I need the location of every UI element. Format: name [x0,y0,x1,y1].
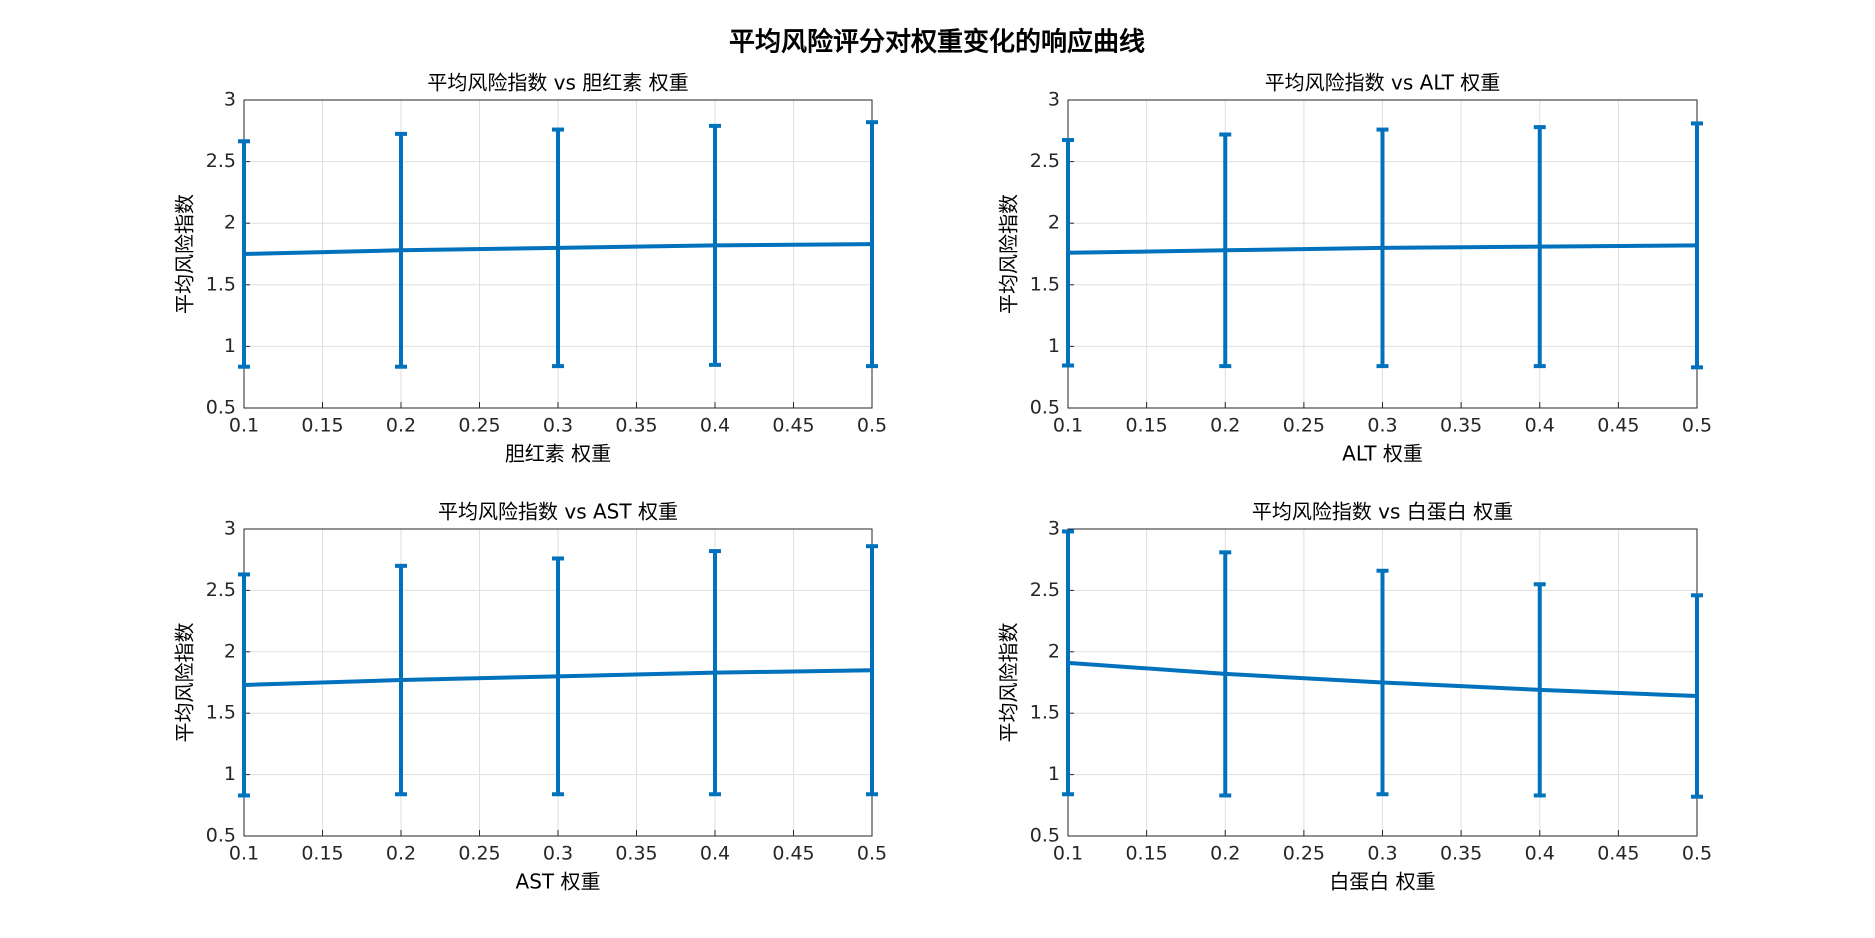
x-tick-label: 0.3 [543,415,573,437]
x-tick-label: 0.2 [386,843,416,865]
y-tick-label: 3 [1048,518,1060,540]
data-line [243,242,873,256]
x-tick-label: 0.35 [1440,843,1482,865]
y-tick-label: 2 [224,212,236,234]
y-tick-label: 3 [224,518,236,540]
x-axis-label: ALT 权重 [1342,442,1423,466]
x-tick-label: 0.1 [229,843,259,865]
x-tick-label: 0.45 [772,843,814,865]
subplot-title: 平均风险指数 vs 白蛋白 权重 [1252,500,1513,524]
figure-title: 平均风险评分对权重变化的响应曲线 [729,27,1145,58]
y-tick-label: 2.5 [1030,150,1060,172]
x-tick-label: 0.15 [1125,415,1167,437]
x-tick-label: 0.15 [301,415,343,437]
y-tick-label: 1 [1048,335,1060,357]
x-axis-label: AST 权重 [516,870,601,894]
x-tick-label: 0.25 [1283,415,1325,437]
x-tick-label: 0.4 [1525,843,1555,865]
x-tick-label: 0.3 [1367,843,1397,865]
x-tick-label: 0.2 [1210,843,1240,865]
x-tick-label: 0.2 [1210,415,1240,437]
x-tick-label: 0.25 [458,415,500,437]
y-tick-label: 2 [1048,640,1060,662]
y-tick-label: 2.5 [1030,579,1060,601]
x-tick-label: 0.1 [1053,415,1083,437]
y-tick-label: 0.5 [1030,397,1060,419]
x-tick-label: 0.2 [386,415,416,437]
y-tick-label: 3 [1048,89,1060,111]
x-tick-label: 0.5 [857,415,887,437]
y-tick-label: 1 [1048,763,1060,785]
x-tick-label: 0.25 [1283,843,1325,865]
x-tick-label: 0.4 [700,843,730,865]
y-tick-label: 2.5 [206,150,236,172]
x-axis-label: 白蛋白 权重 [1329,870,1435,894]
data-line [243,668,873,687]
x-tick-label: 0.4 [1525,415,1555,437]
y-tick-label: 2.5 [206,579,236,601]
x-tick-label: 0.5 [857,843,887,865]
y-axis-label: 平均风险指数 [997,623,1021,743]
y-tick-label: 0.5 [206,825,236,847]
x-tick-label: 0.35 [615,415,657,437]
y-tick-label: 1.5 [1030,273,1060,295]
y-tick-label: 1 [224,335,236,357]
x-tick-label: 0.1 [229,415,259,437]
x-tick-label: 0.45 [772,415,814,437]
y-tick-label: 1.5 [206,702,236,724]
y-tick-label: 1 [224,763,236,785]
y-tick-label: 1.5 [1030,702,1060,724]
x-tick-label: 0.45 [1597,843,1639,865]
x-axis-label: 胆红素 权重 [505,442,611,466]
y-tick-label: 0.5 [206,397,236,419]
y-tick-label: 1.5 [206,273,236,295]
y-tick-label: 0.5 [1030,825,1060,847]
subplot-title: 平均风险指数 vs 胆红素 权重 [427,71,688,95]
data-line [1067,660,1698,699]
x-tick-label: 0.35 [1440,415,1482,437]
x-tick-label: 0.45 [1597,415,1639,437]
y-tick-label: 3 [224,89,236,111]
x-tick-label: 0.25 [458,843,500,865]
x-tick-label: 0.15 [1125,843,1167,865]
subplot-title: 平均风险指数 vs AST 权重 [438,500,678,524]
y-tick-label: 2 [224,640,236,662]
x-tick-label: 0.4 [700,415,730,437]
y-axis-label: 平均风险指数 [997,194,1021,314]
x-tick-label: 0.5 [1682,843,1712,865]
x-tick-label: 0.1 [1053,843,1083,865]
subplot-title: 平均风险指数 vs ALT 权重 [1265,71,1501,95]
x-tick-label: 0.5 [1682,415,1712,437]
x-tick-label: 0.35 [615,843,657,865]
x-tick-label: 0.15 [301,843,343,865]
x-tick-label: 0.3 [543,843,573,865]
x-tick-label: 0.3 [1367,415,1397,437]
y-axis-label: 平均风险指数 [173,194,197,314]
y-tick-label: 2 [1048,212,1060,234]
data-line [1067,243,1698,255]
y-axis-label: 平均风险指数 [173,623,197,743]
